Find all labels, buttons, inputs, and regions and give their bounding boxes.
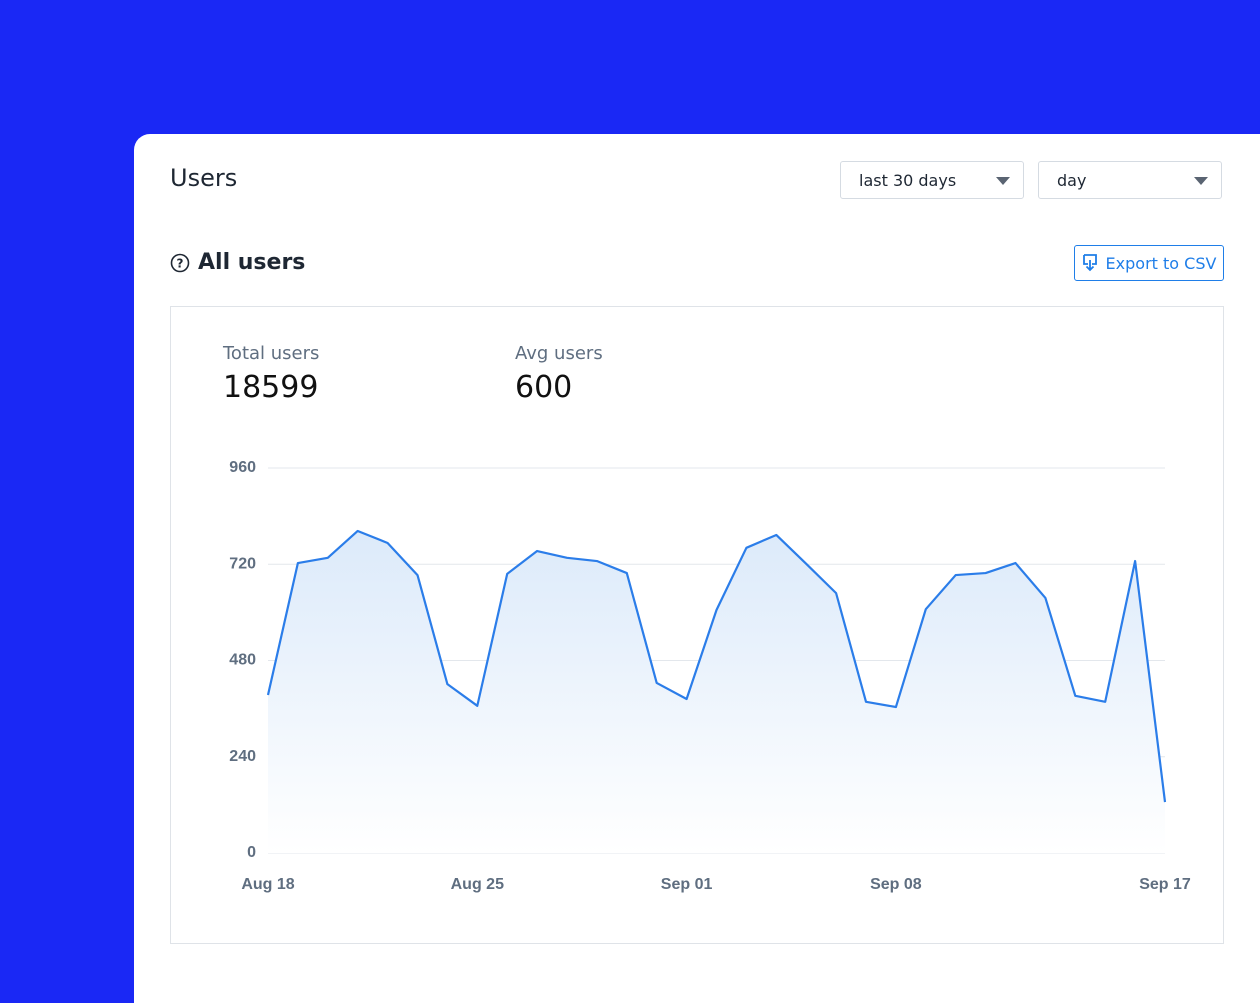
stat: Total users 18599 [223,343,319,405]
export-label: Export to CSV [1105,253,1217,273]
y-tick-label: 0 [247,844,256,861]
section-title: All users [198,250,306,275]
x-tick-label: Aug 18 [241,876,294,893]
section-header: ? All users [170,250,305,275]
x-tick-label: Sep 17 [1139,876,1191,893]
y-tick-label: 720 [229,555,256,572]
y-tick-label: 240 [229,748,256,765]
page-title: Users [170,164,238,192]
x-tick-label: Sep 01 [661,876,713,893]
caret [996,177,1010,185]
area [268,530,1165,853]
svg-text:?: ? [177,256,184,270]
line [266,529,1167,803]
x-tick-label: Sep 08 [870,876,922,893]
stat-label: Total users [223,343,320,364]
export-button[interactable]: Export to CSV [1074,245,1224,281]
stat-value: 600 [515,370,573,405]
y-tick-label: 480 [229,652,256,669]
stat: Avg users 600 [515,343,603,405]
download-icon [1082,254,1097,272]
x-tick-label: Aug 25 [451,876,504,893]
select-text: day [1057,171,1087,190]
select-text: last 30 days [859,171,957,190]
y-tick-label: 960 [229,459,256,476]
caret [1194,177,1208,185]
help-icon[interactable]: ? [170,253,190,273]
stat-label: Avg users [515,343,603,364]
chart-box: Total users 18599 Avg users 600 [170,306,1224,944]
range-select[interactable]: last 30 days [840,161,1024,199]
stat-value: 18599 [223,370,319,405]
interval-select[interactable]: day [1038,161,1222,199]
